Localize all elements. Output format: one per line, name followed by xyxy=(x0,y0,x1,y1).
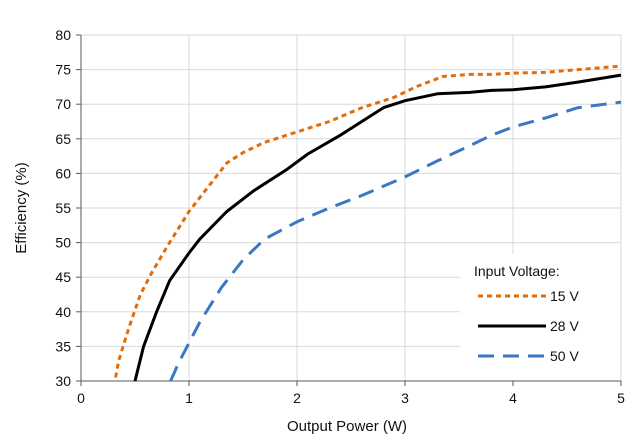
x-tick-label: 0 xyxy=(77,390,85,406)
legend-label-15v: 15 V xyxy=(550,288,579,304)
legend-background xyxy=(460,254,620,380)
y-tick-label: 65 xyxy=(55,131,71,147)
legend-title: Input Voltage: xyxy=(474,263,560,279)
legend-label-50v: 50 V xyxy=(550,348,579,364)
x-tick-label: 1 xyxy=(185,390,193,406)
series-line-28v xyxy=(133,73,622,382)
y-tick-label: 70 xyxy=(55,96,71,112)
y-tick-label: 55 xyxy=(55,200,71,216)
y-axis-title: Efficiency (%) xyxy=(13,162,30,253)
y-tick-label: 50 xyxy=(55,235,71,251)
legend-label-28v: 28 V xyxy=(550,318,579,334)
y-tick-label: 80 xyxy=(55,27,71,43)
x-tick-label: 3 xyxy=(401,390,409,406)
x-axis-title: Output Power (W) xyxy=(287,418,407,435)
y-tick-label: 40 xyxy=(55,304,71,320)
x-tick-label: 5 xyxy=(617,390,625,406)
x-tick-label: 4 xyxy=(509,390,517,406)
series-line-50v xyxy=(169,100,622,382)
y-tick-label: 35 xyxy=(55,338,71,354)
y-tick-label: 75 xyxy=(55,62,71,78)
y-tick-label: 45 xyxy=(55,269,71,285)
x-tick-label: 2 xyxy=(293,390,301,406)
series-lines xyxy=(114,64,622,382)
y-tick-label: 60 xyxy=(55,165,71,181)
legend: Input Voltage: 15 V 28 V 50 V xyxy=(460,254,620,380)
y-tick-label: 30 xyxy=(55,373,71,389)
series-line-15v xyxy=(114,64,622,378)
